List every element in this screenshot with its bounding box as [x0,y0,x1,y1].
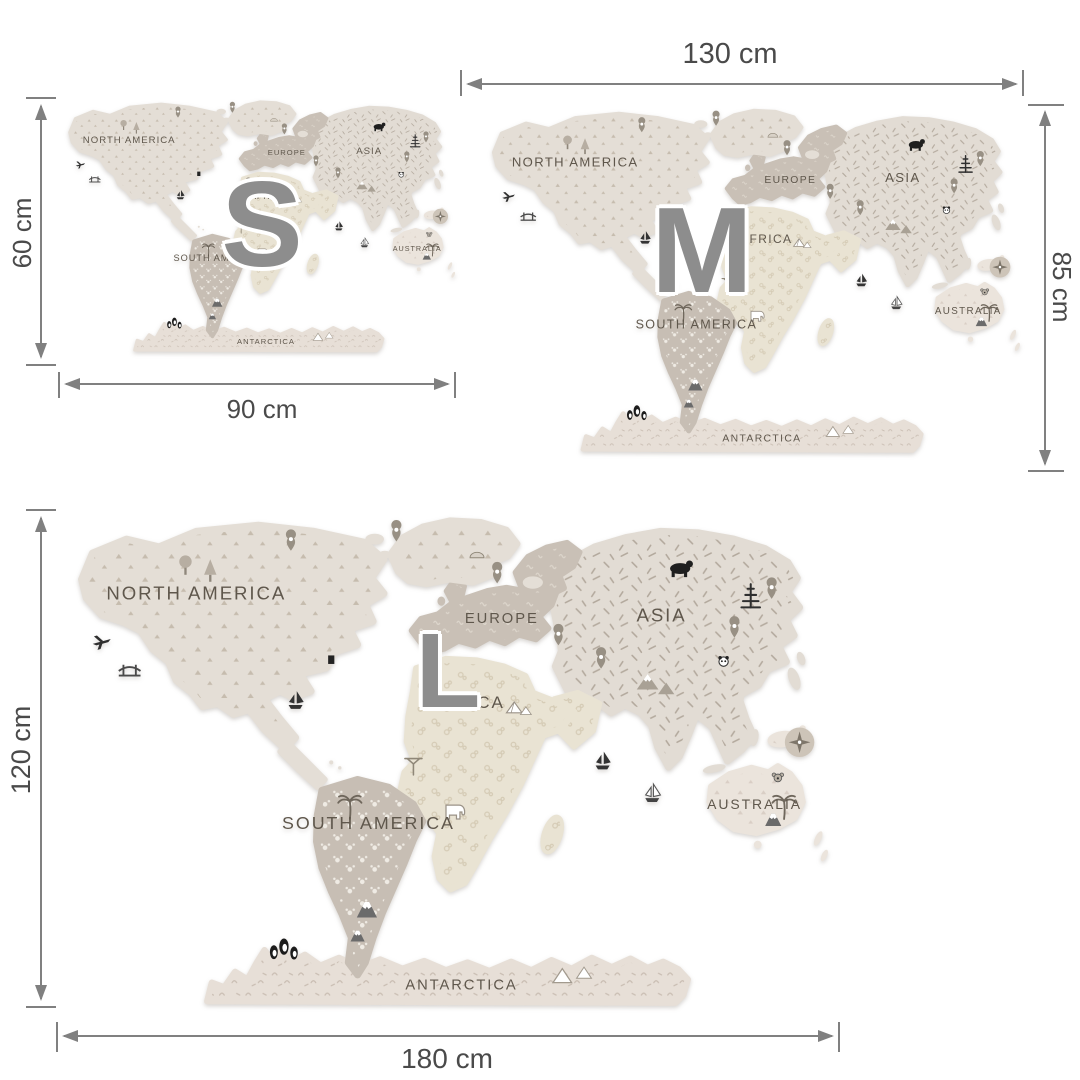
continent-label-asia: ASIA [356,146,382,157]
size-l-sticker: NORTH AMERICA EUROPE ASIA AFRICA SOUTH A… [58,505,834,1009]
continent-label-africa: AFRICA [250,191,288,201]
continent-label-south-america: SOUTH AMERICA [636,317,758,331]
dimension-arrow-m-height [1028,104,1064,472]
continent-label-africa: AFRICA [740,232,792,246]
size-s-sticker: NORTH AMERICA EUROPE ASIA AFRICA SOUTH A… [58,94,458,354]
continent-label-europe: EUROPE [764,175,816,186]
continent-label-asia: ASIA [885,170,920,185]
size-letter-l: L [415,612,481,730]
dimension-label-l-height: 120 cm [6,705,36,795]
continent-label-south-america: SOUTH AMERICA [173,253,262,263]
size-m-sticker: NORTH AMERICA EUROPE ASIA AFRICA SOUTH A… [478,100,1024,455]
continent-label-asia: ASIA [636,604,686,625]
continent-label-antarctica: ANTARCTICA [405,978,517,994]
dimension-label-s-height: 60 cm [7,197,37,269]
continent-label-antarctica: ANTARCTICA [722,433,801,444]
dimension-arrow-l-height [26,509,56,1008]
dimension-label-s-width: 90 cm [226,394,298,424]
dimension-arrow-m-width [460,70,1024,96]
dimension-label-m-height: 85 cm [1047,251,1077,323]
continent-label-africa: AFRICA [431,693,505,712]
continent-label-north-america: NORTH AMERICA [512,155,639,170]
dimension-label-m-width: 130 cm [682,38,778,70]
continent-label-europe: EUROPE [465,611,539,627]
size-letter-m: M [651,182,753,318]
continent-label-north-america: NORTH AMERICA [83,135,176,146]
dimension-label-l-width: 180 cm [401,1043,493,1074]
size-letter-s: S [221,156,303,292]
world-map-graphic-m: NORTH AMERICA EUROPE ASIA AFRICA SOUTH A… [478,100,1024,455]
continent-label-antarctica: ANTARCTICA [237,337,295,346]
continent-label-south-america: SOUTH AMERICA [282,813,455,833]
continent-label-australia: AUSTRALIA [707,796,802,812]
world-map-graphic-l: NORTH AMERICA EUROPE ASIA AFRICA SOUTH A… [58,505,834,1009]
continent-label-north-america: NORTH AMERICA [106,583,286,604]
continent-label-australia: AUSTRALIA [935,306,1002,317]
continent-label-europe: EUROPE [268,148,306,157]
continent-label-australia: AUSTRALIA [393,244,442,253]
dimension-arrow-s-height [26,97,56,366]
world-map-graphic-s: NORTH AMERICA EUROPE ASIA AFRICA SOUTH A… [58,94,458,354]
dimension-arrow-l-width [56,1022,840,1052]
dimension-arrow-s-width [58,372,456,398]
